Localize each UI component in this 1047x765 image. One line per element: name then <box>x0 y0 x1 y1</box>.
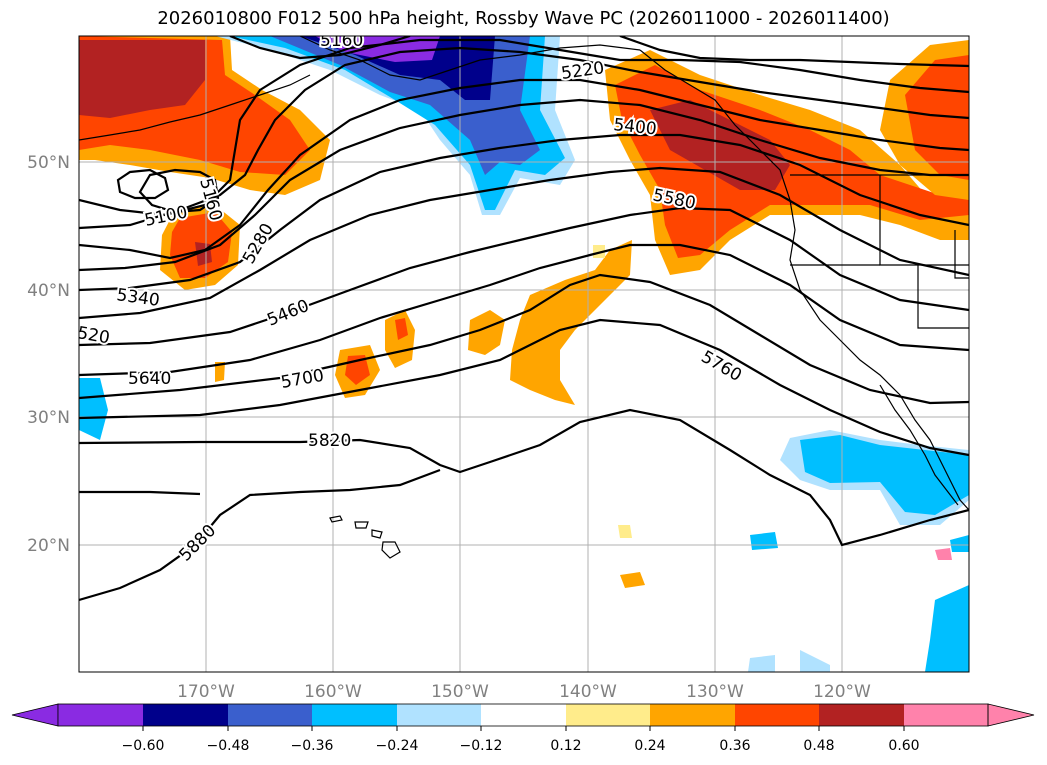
shade-neg-se-corner <box>925 585 969 672</box>
map-title: 2026010800 F012 500 hPa height, Rossby W… <box>157 8 890 29</box>
map-area: 5160 5220 5400 5580 5100 5160 5280 5340 … <box>79 31 969 672</box>
shade-neg-purple <box>315 36 440 62</box>
lat-axis: 50°N 40°N 30°N 20°N <box>27 153 70 556</box>
colorbar: −0.60 −0.48 −0.36 −0.24 −0.12 0.12 0.24 … <box>11 703 1035 754</box>
contour-5760 <box>79 318 969 457</box>
colorbar-bin <box>650 704 735 726</box>
shade-neg-se-small <box>750 532 778 550</box>
colorbar-extend-max <box>987 703 1035 727</box>
colorbar-bin <box>397 704 481 726</box>
shade-pos-nw-core <box>79 40 205 118</box>
shade-pos-small2 <box>618 525 632 538</box>
contour-5340 <box>79 78 969 260</box>
contour-5100 <box>116 168 170 200</box>
lat-label: 40°N <box>27 281 70 301</box>
lat-label: 30°N <box>27 408 70 428</box>
contour-5580 <box>79 206 969 347</box>
contour-5400 <box>79 98 969 272</box>
coast-hawaii-2 <box>354 521 369 529</box>
lon-label: 120°W <box>813 682 871 702</box>
state-border-3 <box>917 265 969 329</box>
contour-label: 5820 <box>308 431 351 451</box>
colorbar-bin <box>735 704 819 726</box>
coast-hawaii-3 <box>371 529 383 539</box>
colorbar-tick-label: 0.12 <box>550 738 581 754</box>
colorbar-tick-label: 0.48 <box>803 738 834 754</box>
colorbar-tick-label: −0.12 <box>460 738 503 754</box>
shade-neg-w <box>79 378 108 440</box>
coast-alaska <box>299 36 641 81</box>
height-contours <box>79 36 969 602</box>
colorbar-tick-label: −0.48 <box>207 738 250 754</box>
shade-neg-se-right <box>950 535 969 552</box>
shade-pos-cp3-core <box>395 318 408 340</box>
colorbar-bin <box>143 704 228 726</box>
contour-5880 <box>79 468 441 602</box>
colorbar-tick-label: 0.24 <box>634 738 665 754</box>
shade-neg-bot2 <box>800 650 830 672</box>
lon-label: 150°W <box>431 682 489 702</box>
contour-5280 <box>79 46 969 230</box>
contour-5820 <box>79 408 969 547</box>
colorbar-bin <box>904 704 988 726</box>
lat-label: 20°N <box>27 536 70 556</box>
colorbar-tick-label: 0.36 <box>719 738 750 754</box>
colorbar-frame <box>57 703 989 727</box>
colorbar-tick-label: 0.60 <box>888 738 919 754</box>
shade-pos-pink <box>935 548 952 560</box>
contour-5880-b <box>79 490 201 496</box>
lon-label: 140°W <box>559 682 617 702</box>
shade-pos-small3 <box>593 245 605 258</box>
colorbar-bin <box>58 704 143 726</box>
contour-5160-top <box>229 36 411 60</box>
colorbar-tick-label: −0.60 <box>122 738 165 754</box>
coast-baja <box>879 384 959 506</box>
coast-hawaii-4 <box>381 541 401 559</box>
lon-label: 160°W <box>304 682 362 702</box>
colorbar-tick-label: −0.36 <box>291 738 334 754</box>
coast-aleutians <box>79 74 311 141</box>
colorbar-tick-label: −0.24 <box>376 738 419 754</box>
colorbar-bin <box>228 704 312 726</box>
shade-pos-cp1 <box>510 240 632 405</box>
colorbar-bin <box>566 704 650 726</box>
colorbar-bin <box>312 704 397 726</box>
contour-label: 5640 <box>128 369 171 389</box>
map-border <box>78 35 970 673</box>
shade-pos-ne-core <box>650 100 790 190</box>
contour-5220-top <box>619 36 969 68</box>
shade-pos-small1 <box>620 572 645 588</box>
colorbar-extend-min <box>11 703 59 727</box>
shade-neg-bot1 <box>748 655 775 672</box>
contour-5640 <box>79 243 969 377</box>
colorbar-ticks <box>142 726 905 731</box>
coast-hawaii-1 <box>329 515 343 523</box>
contour-5700 <box>79 273 969 405</box>
colorbar-bin <box>819 704 904 726</box>
graticule <box>79 36 969 672</box>
contour-5520 <box>79 166 969 320</box>
shade-pos-cp2 <box>468 310 505 355</box>
contour-5460 <box>79 133 969 292</box>
shade-pos-cp5 <box>215 362 225 382</box>
lat-label: 50°N <box>27 153 70 173</box>
state-border-4 <box>954 230 969 279</box>
colorbar-bin <box>481 704 566 726</box>
lon-label: 130°W <box>686 682 744 702</box>
contour-label: 5160 <box>320 31 363 51</box>
lon-label: 170°W <box>177 682 235 702</box>
lon-axis: 170°W 160°W 150°W 140°W 130°W 120°W <box>177 682 871 702</box>
